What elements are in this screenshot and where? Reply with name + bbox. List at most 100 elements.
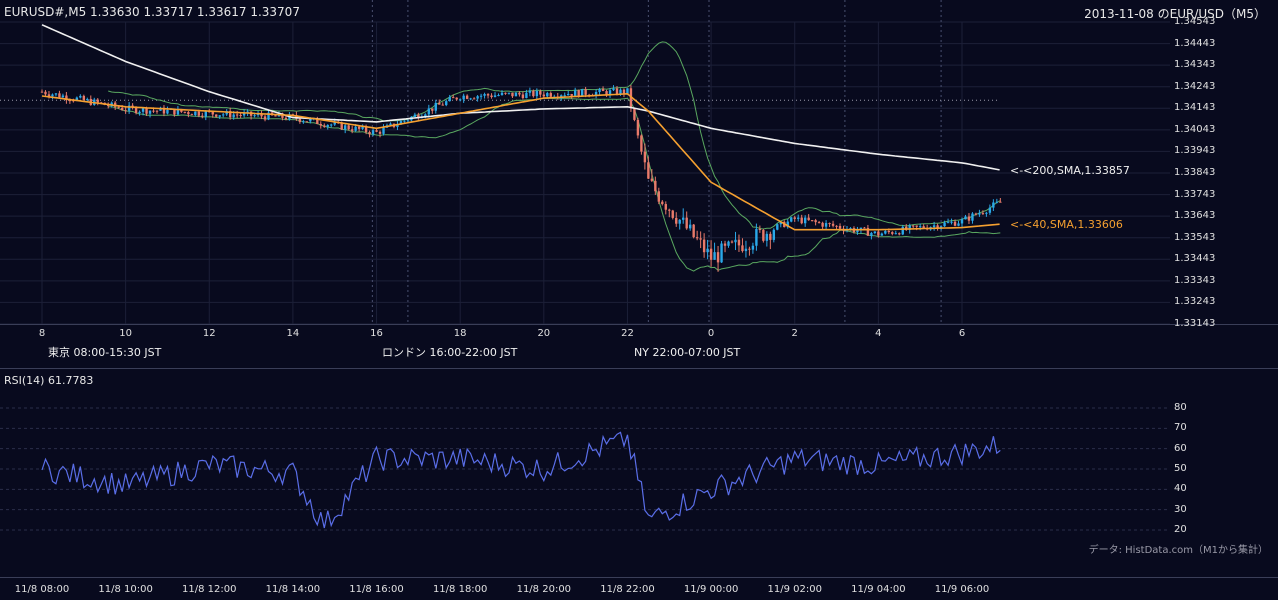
candle-body (427, 108, 431, 115)
time-tick-bottom: 11/8 12:00 (182, 584, 237, 595)
time-tick-bottom: 11/9 06:00 (934, 584, 990, 595)
candle-body (260, 113, 263, 117)
candle-body (364, 126, 368, 133)
candle-body (448, 97, 451, 102)
candle-body (971, 213, 974, 221)
candle-body (675, 217, 678, 224)
candle-body (389, 123, 392, 126)
candle-body (964, 216, 967, 220)
price-tick-label: 1.34443 (1174, 37, 1216, 49)
candle-body (326, 125, 329, 127)
candle-body (688, 224, 692, 229)
price-tick-label: 1.34243 (1174, 80, 1216, 92)
chart-date-title: 2013-11-08 のEUR/USD（M5） (1084, 7, 1266, 21)
candle-body (117, 106, 120, 108)
candle-body (222, 114, 225, 116)
time-tick-bottom: 11/8 10:00 (98, 584, 153, 595)
rsi-title: RSI(14) 61.7783 (4, 374, 94, 387)
candle-body (570, 93, 573, 96)
candle-body (598, 89, 601, 93)
candle-body (431, 108, 434, 111)
sma200-line (41, 24, 1000, 171)
candle-body (267, 112, 270, 120)
candle-body (699, 238, 702, 240)
candle-body (950, 221, 953, 223)
candle-body (483, 94, 486, 96)
time-tick-bottom: 11/9 04:00 (851, 584, 906, 595)
candle-body (967, 216, 971, 221)
candle-body (776, 224, 779, 230)
candle-body (514, 92, 518, 97)
candle-body (319, 124, 322, 126)
candle-body (709, 248, 713, 260)
time-tick-top: 18 (453, 328, 467, 339)
candle-body (302, 121, 305, 123)
candle-body (643, 151, 647, 163)
candle-body (744, 248, 748, 252)
candle-body (455, 97, 458, 100)
candle-body (542, 94, 546, 97)
candle-body (706, 248, 709, 253)
candle-body (424, 114, 427, 117)
candle-body (765, 233, 769, 241)
candle-body (274, 115, 277, 117)
candle-body (797, 217, 800, 219)
candle-body (486, 94, 490, 96)
candle-body (452, 97, 455, 99)
candle-body (810, 220, 814, 222)
candle-body (800, 217, 803, 224)
candle-body (399, 121, 403, 125)
candle-body (734, 239, 737, 243)
candle-body (821, 222, 824, 227)
candle-body (58, 93, 61, 98)
candle-body (849, 228, 852, 230)
sma40-line (41, 92, 1000, 231)
candle-body (751, 245, 755, 250)
candle-body (584, 89, 587, 95)
candle-body (194, 111, 197, 116)
candle-body (786, 221, 789, 228)
candle-body (86, 98, 89, 100)
candle-body (298, 118, 302, 122)
candle-body (51, 94, 54, 97)
candle-body (887, 230, 891, 233)
candle-body (528, 90, 532, 93)
price-tick-label: 1.33143 (1174, 318, 1216, 329)
candle-body (814, 220, 817, 223)
candle-body (472, 98, 476, 100)
sma40-label: <-<40,SMA,1.33606 (1010, 218, 1123, 231)
candle-body (988, 207, 992, 213)
candle-body (500, 92, 504, 96)
time-tick-bottom: 11/9 00:00 (683, 584, 739, 595)
candle-body (605, 91, 608, 96)
candle-body (382, 127, 385, 134)
candle-body (960, 219, 964, 224)
rsi-tick-label: 50 (1174, 463, 1187, 474)
candle-body (573, 90, 577, 96)
price-tick-label: 1.33443 (1174, 253, 1216, 265)
time-tick-bottom: 11/8 16:00 (349, 584, 404, 595)
candle-body (438, 102, 441, 105)
time-tick-top: 10 (119, 328, 132, 339)
candle-body (692, 224, 695, 238)
time-tick-top: 6 (958, 328, 966, 339)
candle-body (518, 92, 521, 95)
candle-body (378, 131, 382, 134)
candle-body (180, 109, 183, 112)
bollinger-upper (108, 41, 1001, 230)
rsi-line (41, 431, 1001, 529)
rsi-tick-label: 30 (1174, 503, 1187, 515)
candle-body (333, 122, 336, 125)
candle-body (772, 229, 776, 240)
candle-body (918, 226, 922, 228)
candle-body (201, 115, 204, 117)
price-tick-label: 1.34043 (1174, 123, 1216, 135)
time-tick-top: 14 (286, 328, 300, 339)
moving-averages (41, 24, 1000, 231)
candle-body (215, 114, 218, 117)
candle-body (901, 226, 904, 235)
candle-body (40, 91, 44, 93)
candle-body (107, 104, 110, 107)
candle-body (608, 90, 612, 96)
